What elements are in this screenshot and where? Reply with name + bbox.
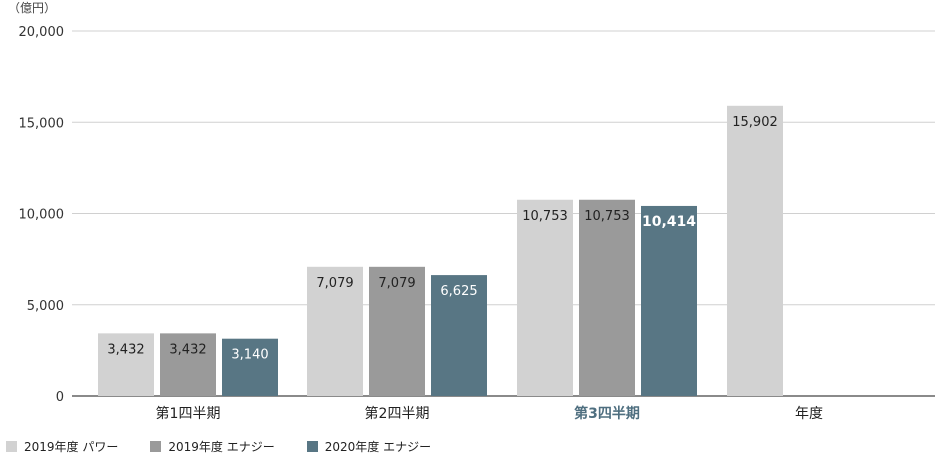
- legend-label: 2019年度 エナジー: [168, 439, 275, 454]
- data-label: 7,079: [378, 276, 415, 291]
- bar: [579, 199, 635, 396]
- legend-swatch: [6, 440, 17, 452]
- bar: [369, 266, 425, 396]
- legend-swatch: [150, 440, 162, 452]
- x-category-label: 第3四半期: [574, 405, 640, 422]
- data-label: 7,079: [316, 276, 353, 291]
- legend: 2019年度 パワー 2019年度 エナジー 2020年度 エナジー: [6, 438, 463, 454]
- legend-item-energy-2020: 2020年度 エナジー: [306, 438, 432, 455]
- y-tick-label: 5,000: [27, 299, 64, 314]
- legend-label: 2019年度 パワー: [24, 439, 119, 454]
- bar: [517, 199, 573, 396]
- data-label: 10,753: [584, 209, 630, 224]
- bar: [98, 333, 154, 396]
- legend-swatch: [306, 440, 318, 452]
- data-label: 15,902: [732, 115, 778, 130]
- bar: [431, 275, 487, 396]
- bars: 3,432 3,432 3,140 7,079 7,079 6,625 10,753 10,7…: [98, 105, 783, 396]
- data-label: 10,414: [642, 214, 696, 230]
- bar: [160, 333, 216, 396]
- y-tick-label: 15,000: [19, 116, 65, 131]
- x-category-label: 第2四半期: [365, 405, 430, 422]
- x-axis: 第1四半期 第2四半期 第3四半期 年度: [156, 405, 823, 422]
- legend-item-energy-2019: 2019年度 エナジー: [150, 438, 275, 455]
- data-label: 10,753: [522, 209, 568, 224]
- data-label: 3,432: [107, 342, 144, 357]
- y-axis: 0 5,000 10,000 15,000 20,000: [19, 25, 65, 405]
- x-category-label: 年度: [795, 406, 823, 422]
- y-tick-label: 10,000: [19, 208, 65, 223]
- y-tick-label: 0: [56, 390, 64, 405]
- bar: [641, 205, 697, 396]
- data-label: 3,432: [169, 342, 206, 357]
- bar: [727, 105, 783, 396]
- bar: [222, 338, 278, 396]
- legend-label: 2020年度 エナジー: [324, 439, 432, 454]
- bar: [307, 266, 363, 396]
- y-unit-label: （億円）: [8, 1, 56, 15]
- data-label: 6,625: [440, 284, 477, 299]
- legend-item-power-2019: 2019年度 パワー: [6, 438, 118, 455]
- y-tick-label: 20,000: [19, 25, 65, 40]
- x-category-label: 第1四半期: [156, 405, 221, 422]
- data-label: 3,140: [231, 348, 268, 363]
